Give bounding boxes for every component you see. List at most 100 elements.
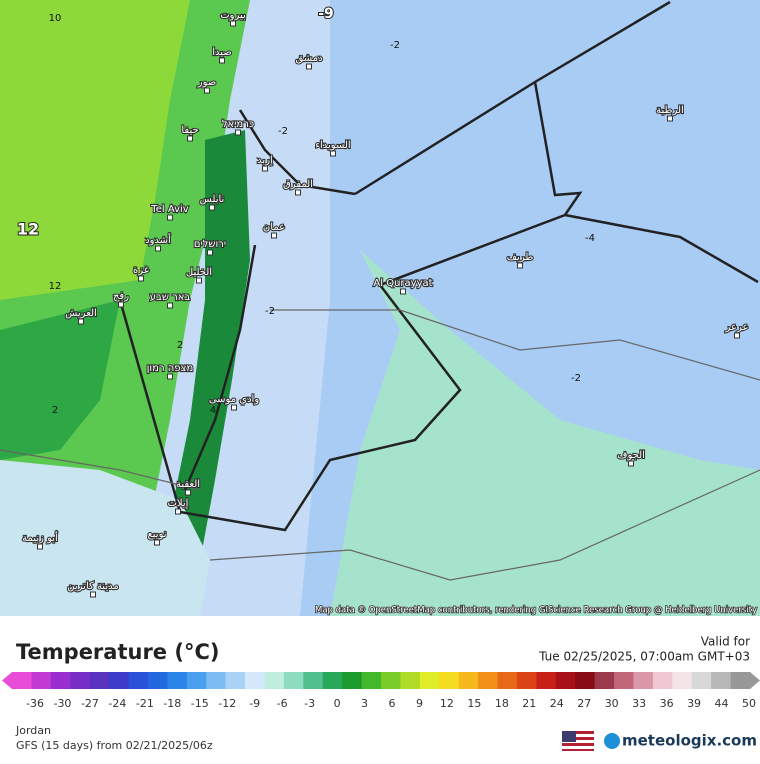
city-label: أشدود [145, 233, 171, 246]
city-label: ירושלים [194, 239, 226, 250]
flag-stripe [562, 734, 594, 737]
city-marker [167, 373, 173, 380]
city-marker [230, 20, 236, 27]
valid-time: Tue 02/25/2025, 07:00am GMT+03 [538, 650, 750, 664]
city-marker [271, 232, 277, 239]
colorbar-swatch [109, 672, 130, 689]
city-marker [400, 288, 406, 295]
contour-label: 10 [49, 13, 62, 24]
border-line [564, 213, 759, 284]
city-label: Al Qurayyat [373, 278, 432, 289]
colorbar-tick-label: -21 [136, 697, 154, 710]
city-label: כרמיאל [222, 119, 254, 130]
contour-label: -2 [265, 306, 275, 317]
colorbar-tick-label: -18 [163, 697, 181, 710]
city-marker [667, 115, 673, 122]
city-label: دمشق [295, 53, 322, 64]
region-name: Jordan [15, 724, 51, 737]
colorbar-tick-label: 30 [605, 697, 619, 710]
colorbar-tick-label: 24 [550, 697, 564, 710]
valid-label: Valid for [701, 635, 750, 649]
colorbar-tick-label: 33 [632, 697, 646, 710]
colorbar-swatch [381, 672, 401, 689]
colorbar-tick-label: -30 [53, 697, 71, 710]
contour-label: 2 [177, 340, 183, 351]
colorbar-swatch [478, 672, 499, 689]
colorbar-swatch [730, 672, 751, 689]
colorbar-tick-label: -36 [26, 697, 44, 710]
colorbar-tick-label: -9 [249, 697, 260, 710]
city-label: الرطبة [656, 105, 684, 116]
colorbar-swatch [400, 672, 421, 689]
colorbar-swatch [342, 672, 363, 689]
colorbar-tick-label: 39 [687, 697, 701, 710]
city-marker [628, 460, 634, 467]
city-label: عرعر [725, 322, 749, 333]
model-run: GFS (15 days) from 02/21/2025/06z [16, 739, 213, 752]
colorbar-swatch [439, 672, 460, 689]
city-marker [306, 63, 312, 70]
borders [118, 0, 759, 532]
city-marker [196, 277, 202, 284]
brand-logo [604, 733, 620, 749]
contour-label: -2 [278, 126, 288, 137]
city-label: مدينة كاترين [67, 581, 118, 592]
contour-label: -2 [571, 373, 581, 384]
colorbar-swatch [245, 672, 265, 689]
city-label: عمان [263, 222, 285, 233]
city-label: الجوف [617, 450, 645, 461]
colorbar-swatch [361, 672, 382, 689]
city-label: غزة [133, 265, 149, 276]
colorbar-tick-label: -12 [218, 697, 236, 710]
colorbar-swatch [89, 672, 110, 689]
colorbar-swatch [128, 672, 149, 689]
colorbar-swatch [264, 672, 285, 689]
colorbar-arrow [750, 672, 760, 689]
city-marker [155, 245, 161, 252]
colorbar-swatch [575, 672, 596, 689]
colorbar-swatch [633, 672, 654, 689]
city-marker [734, 332, 740, 339]
warmer-region [0, 0, 190, 300]
colorbar-swatch [147, 672, 168, 689]
colorbar-swatch [419, 672, 440, 689]
city-label: نويبع [147, 529, 166, 540]
colorbar-swatch [497, 672, 518, 689]
colorbar-tick-label: -27 [81, 697, 99, 710]
city-marker [231, 404, 237, 411]
colorbar-tick-label: 50 [742, 697, 756, 710]
city-marker [78, 318, 84, 325]
city-marker [207, 249, 213, 256]
colorbar-swatch [206, 672, 227, 689]
city-label: نابلس [200, 194, 225, 205]
border-line [183, 244, 257, 491]
colorbar-tick-label: 27 [577, 697, 591, 710]
colorbar-swatch [652, 672, 673, 689]
colorbar-tick-label: 18 [495, 697, 509, 710]
colorbar-tick-label: -3 [304, 697, 315, 710]
city-marker [167, 302, 173, 309]
city-label: وادي موسى [209, 394, 259, 405]
brand[interactable]: meteologix.com [622, 732, 757, 750]
city-marker [154, 539, 160, 546]
admin-line [209, 469, 760, 581]
city-label: באר שבע [150, 292, 191, 303]
colorbar-swatch [458, 672, 479, 689]
city-label: מצפה רמון [147, 363, 194, 374]
city-marker [330, 150, 336, 157]
city-marker [517, 262, 523, 269]
city-label: رفح [113, 291, 129, 302]
city-marker [235, 129, 241, 136]
colorbar-swatch [225, 672, 246, 689]
city-marker [295, 189, 301, 196]
city-marker [262, 165, 268, 172]
colorbar-arrow [2, 672, 12, 689]
city-label: طريف [507, 252, 534, 263]
flag-stripe [562, 746, 594, 749]
city-label: أبو زنيمة [22, 531, 58, 544]
admin-line [270, 309, 760, 381]
city-label: حيفا [181, 125, 198, 136]
colorbar-swatch [691, 672, 712, 689]
city-label: إيلات [168, 498, 189, 509]
colorbar-swatch [555, 672, 576, 689]
